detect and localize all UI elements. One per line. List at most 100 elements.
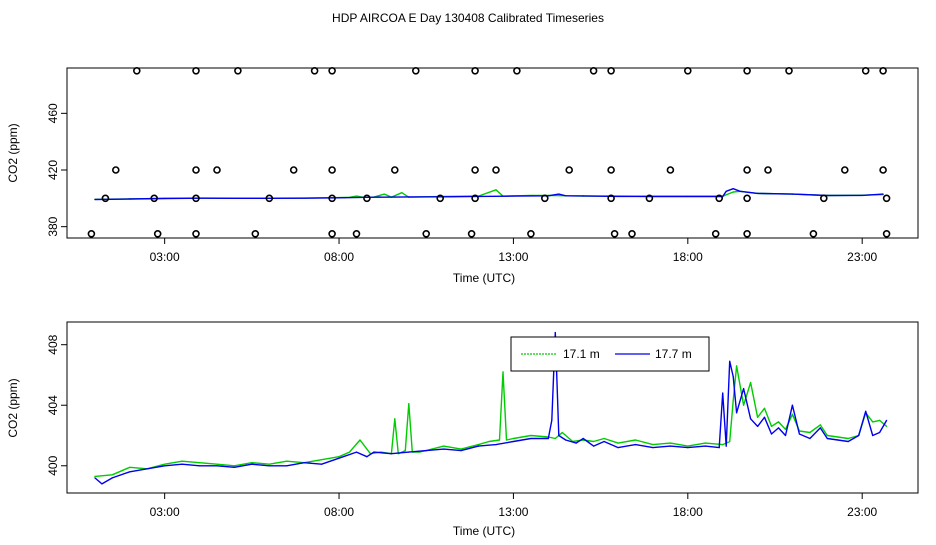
data-point-blue [750, 418, 752, 420]
symbol-point-mid [471, 194, 479, 203]
symbol-point-high [743, 67, 751, 75]
y-tick-label: 460 [46, 103, 60, 123]
data-point-blue [809, 437, 811, 440]
data-point-green [736, 365, 738, 367]
data-point-blue [704, 445, 706, 447]
data-point-blue [837, 439, 839, 441]
data-point-blue [233, 197, 235, 199]
symbol-point-mid [819, 194, 828, 203]
data-point-blue [763, 416, 766, 418]
data-point-green [652, 444, 654, 446]
data-point-blue [101, 483, 103, 485]
data-point-blue [882, 193, 884, 195]
data-point-blue [593, 445, 595, 447]
data-point-green [164, 463, 166, 465]
data-point-blue [547, 437, 549, 440]
data-point-blue [757, 425, 759, 427]
data-point-blue [111, 477, 113, 479]
data-point-blue [687, 447, 689, 449]
symbol-point-mid-high [743, 166, 751, 174]
data-point-blue [872, 434, 874, 437]
data-point-green [404, 450, 406, 452]
data-point-green [321, 459, 323, 461]
x-tick-label: 03:00 [150, 505, 180, 519]
data-point-blue [582, 437, 584, 440]
data-point-green [757, 416, 759, 418]
symbol-point-low [809, 230, 818, 238]
symbol-point-high [861, 67, 870, 75]
data-point-blue [718, 447, 720, 449]
symbol-point-low [352, 230, 361, 238]
data-point-blue [146, 468, 148, 470]
x-tick-label: 23:00 [847, 505, 877, 519]
upper-y-axis-label: CO2 (ppm) [6, 123, 20, 182]
data-point-green [268, 463, 270, 465]
data-point-green [443, 445, 445, 447]
symbol-point-high [879, 67, 887, 75]
series-line-blue [94, 331, 888, 485]
data-point-blue [565, 439, 567, 441]
data-point-blue [425, 450, 427, 452]
data-point-green [348, 451, 351, 453]
symbol-point-mid [363, 194, 371, 203]
data-point-blue [373, 451, 375, 453]
data-point-blue [129, 471, 131, 473]
symbol-point-mid-high [840, 166, 849, 174]
data-point-green [729, 440, 731, 443]
symbol-point-low [192, 230, 200, 238]
symbol-point-low [467, 230, 476, 238]
data-point-green [634, 439, 637, 441]
data-point-blue [617, 447, 619, 449]
data-point-blue [390, 453, 392, 455]
x-tick-label: 23:00 [847, 250, 877, 264]
x-tick-label: 08:00 [324, 505, 354, 519]
symbol-point-high [234, 67, 242, 75]
data-point-green [819, 424, 821, 426]
symbol-point-mid-high [764, 166, 772, 174]
upper-x-axis-label: Time (UTC) [453, 271, 515, 285]
data-point-blue [669, 445, 672, 447]
data-point-blue [732, 375, 734, 378]
data-point-blue [321, 463, 323, 465]
symbol-point-low [628, 230, 636, 238]
x-tick-label: 18:00 [673, 250, 703, 264]
data-point-blue [338, 457, 340, 459]
data-point-green [251, 462, 253, 464]
symbol-point-low [527, 230, 535, 238]
data-point-blue [603, 440, 605, 443]
data-point-blue [233, 466, 235, 468]
data-point-blue [181, 463, 183, 465]
data-point-green [847, 437, 849, 440]
data-point-blue [757, 192, 759, 194]
data-point-green [669, 442, 672, 444]
data-point-green [687, 445, 689, 447]
series-line-blue [94, 187, 884, 201]
symbol-point-high [589, 67, 598, 75]
data-point-blue [865, 410, 867, 412]
data-point-green [383, 193, 385, 195]
symbol-point-mid [101, 194, 110, 203]
data-point-blue [558, 193, 560, 195]
symbol-point-mid-high [565, 166, 574, 174]
data-point-blue [94, 477, 96, 479]
data-point-green [359, 439, 361, 441]
legend-label-17-1m: 17.1 m [563, 347, 600, 361]
data-point-blue [617, 195, 619, 197]
data-point-blue [303, 462, 305, 464]
data-point-green [582, 439, 584, 441]
data-point-blue [826, 437, 828, 440]
symbol-point-high [310, 67, 319, 75]
data-point-blue [551, 419, 553, 421]
data-point-blue [477, 445, 480, 447]
symbol-point-mid-high [666, 166, 675, 174]
data-point-blue [286, 465, 288, 467]
symbol-point-high [133, 67, 141, 75]
symbol-point-mid [265, 194, 274, 203]
data-point-blue [858, 434, 860, 437]
data-point-blue [732, 188, 734, 190]
x-tick-label: 13:00 [498, 250, 528, 264]
data-point-green [732, 191, 734, 193]
legend-label-17-7m: 17.7 m [655, 347, 692, 361]
x-tick-label: 03:00 [150, 250, 180, 264]
symbol-point-mid-high [879, 166, 887, 174]
